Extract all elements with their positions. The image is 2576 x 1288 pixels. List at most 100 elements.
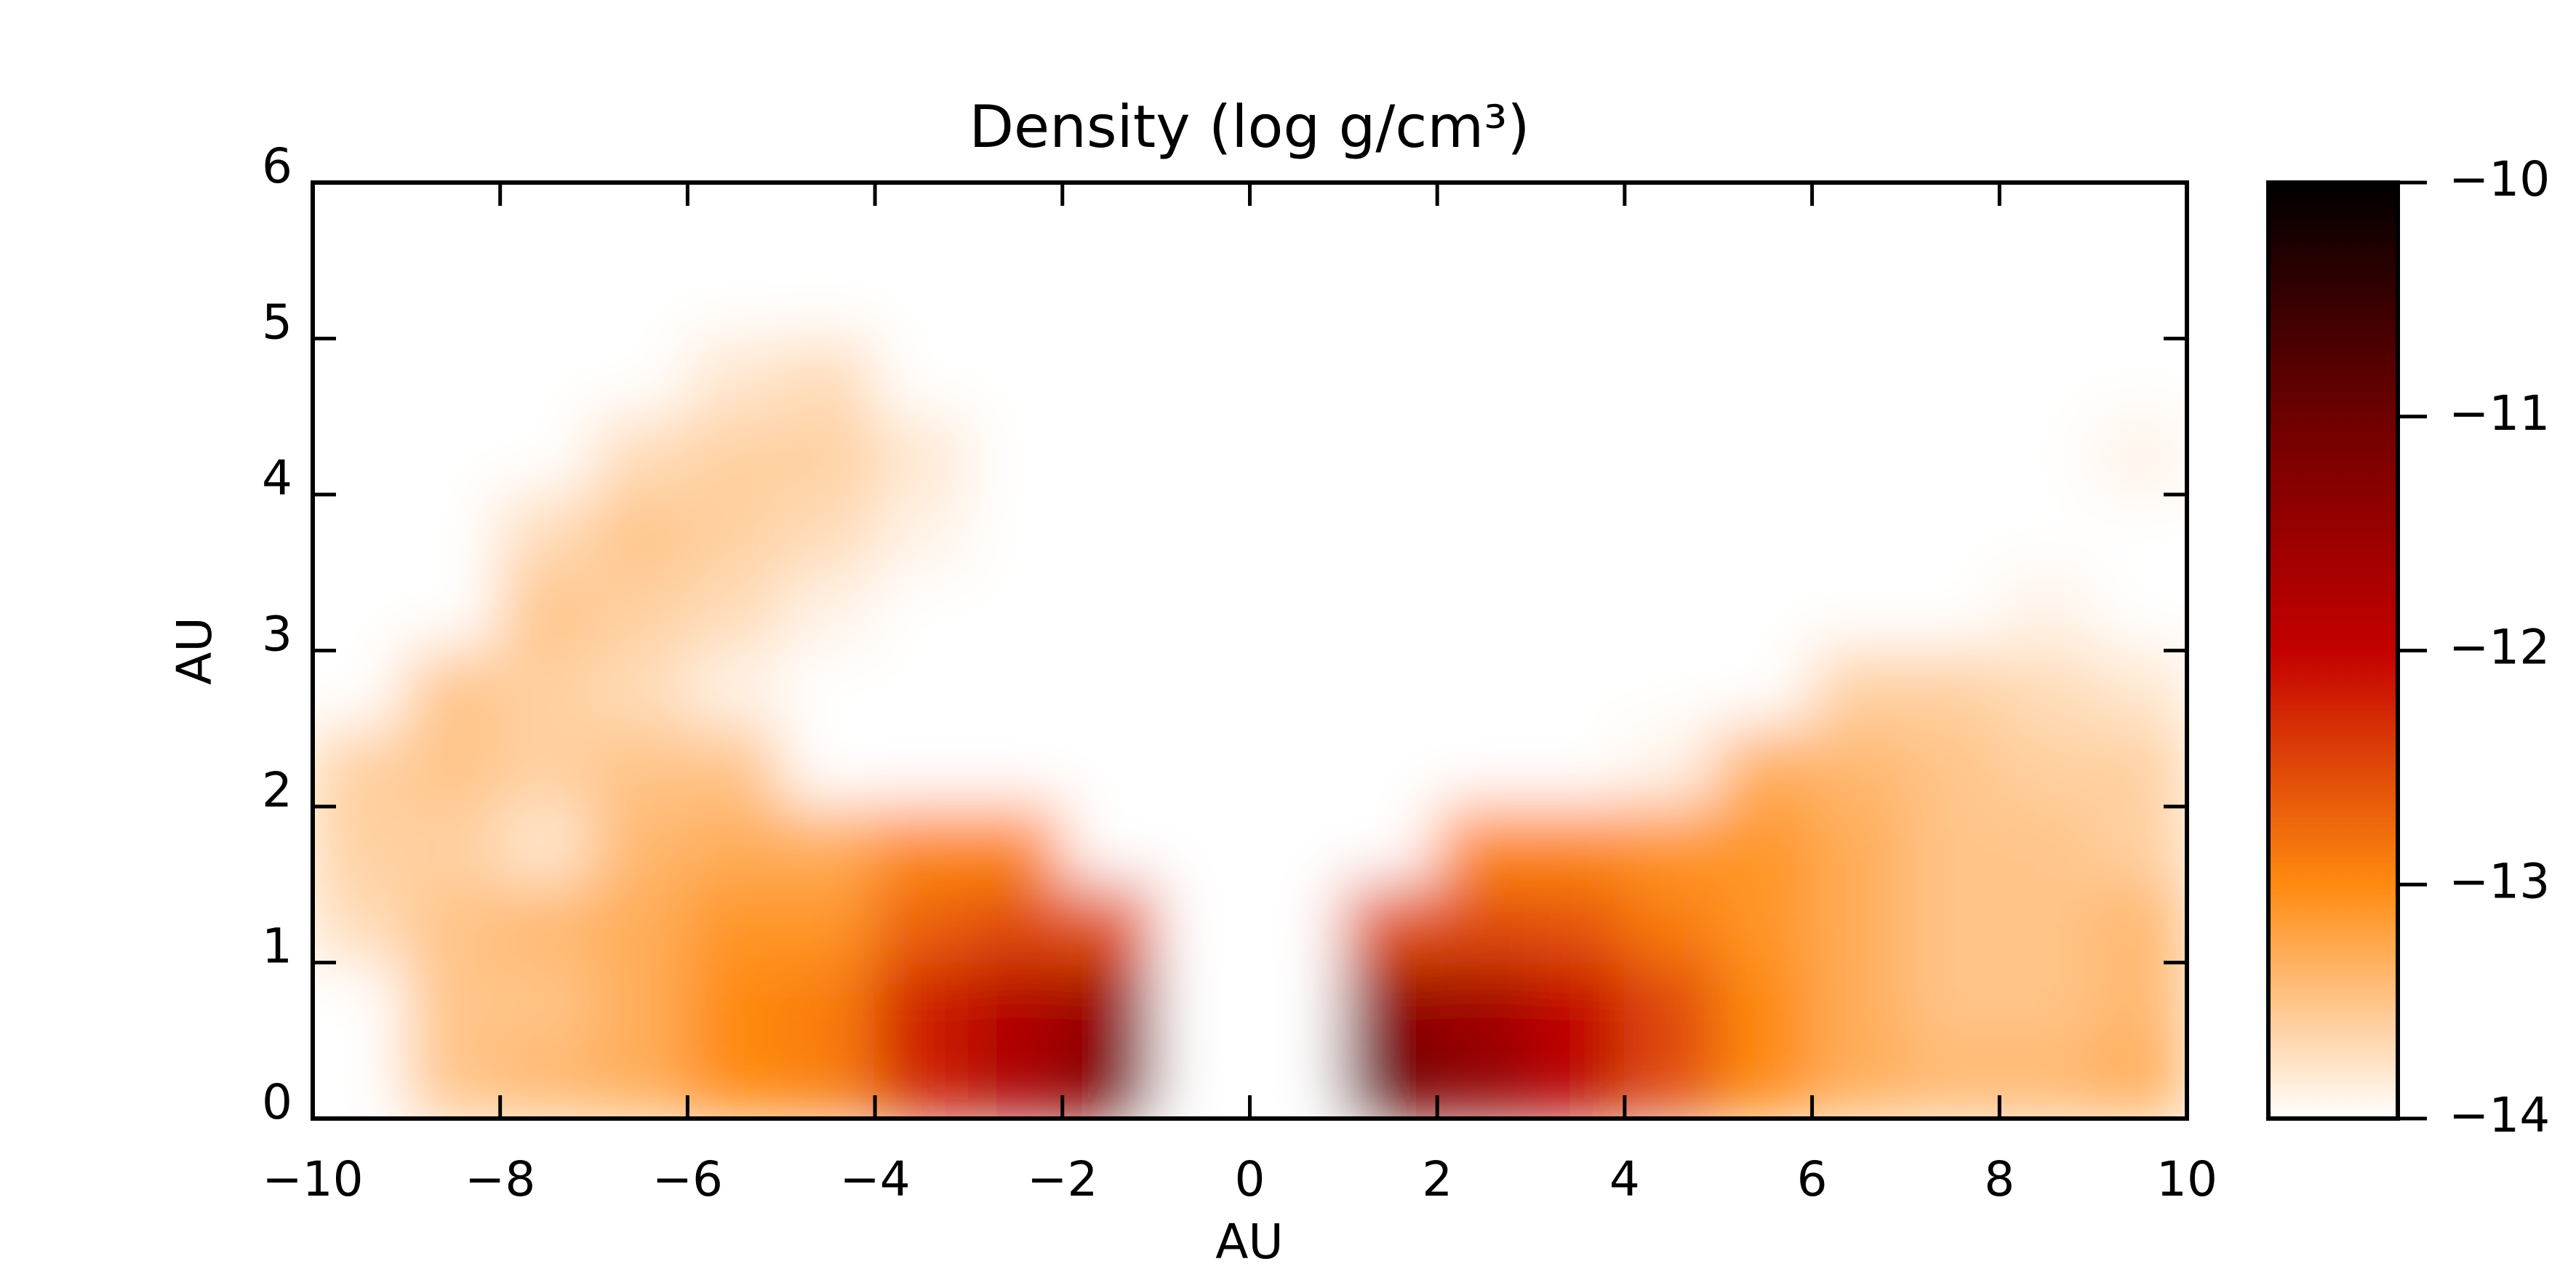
density-cell xyxy=(1905,884,2001,964)
density-cell xyxy=(1249,572,1345,652)
density-cell xyxy=(1623,1039,1719,1119)
y-tick-label: 2 xyxy=(262,762,292,818)
density-cell xyxy=(1155,1039,1251,1119)
density-cell xyxy=(1623,961,1719,1041)
density-cell xyxy=(780,260,876,340)
x-tick-label: 4 xyxy=(1609,1151,1640,1207)
density-cell xyxy=(1717,337,1813,417)
density-cell xyxy=(405,260,501,340)
density-cell xyxy=(593,884,689,964)
density-cell xyxy=(2092,961,2187,1041)
density-cell xyxy=(1999,260,2095,340)
density-cell xyxy=(593,572,689,652)
density-cell xyxy=(1436,572,1532,652)
density-cell xyxy=(1436,961,1532,1041)
density-cell xyxy=(499,649,595,729)
density-cell xyxy=(1811,260,1907,340)
density-cell xyxy=(1905,337,2001,417)
density-cell xyxy=(1343,337,1439,417)
colorbar xyxy=(2266,180,2400,1121)
density-cell xyxy=(2092,649,2187,729)
density-cell xyxy=(687,337,783,417)
density-cell xyxy=(1061,806,1157,886)
density-cell xyxy=(1155,884,1251,964)
density-cell xyxy=(1343,727,1439,807)
density-cell xyxy=(405,806,501,886)
density-cell xyxy=(1623,649,1719,729)
density-cell xyxy=(1061,961,1157,1041)
density-cell xyxy=(1343,494,1439,574)
density-cell xyxy=(1436,1039,1532,1119)
density-cell xyxy=(1061,649,1157,729)
density-cell xyxy=(687,649,783,729)
density-cell xyxy=(1343,961,1439,1041)
density-cell xyxy=(1905,494,2001,574)
density-cell xyxy=(1623,727,1719,807)
density-cell xyxy=(1717,183,1813,262)
density-cell xyxy=(1249,1039,1345,1119)
density-cell xyxy=(499,1039,595,1119)
density-cell xyxy=(967,572,1063,652)
density-cell xyxy=(1811,183,1907,262)
density-cell xyxy=(1155,572,1251,652)
density-cell xyxy=(1811,1039,1907,1119)
density-cell xyxy=(2092,260,2187,340)
density-cell xyxy=(1999,727,2095,807)
density-cell xyxy=(1343,884,1439,964)
density-cell xyxy=(313,806,407,886)
density-cell xyxy=(780,415,876,495)
density-cell xyxy=(967,727,1063,807)
density-cell xyxy=(405,337,501,417)
x-tick-label: 6 xyxy=(1797,1151,1828,1207)
density-cell xyxy=(1999,884,2095,964)
density-cell xyxy=(313,649,407,729)
y-axis-label: AU xyxy=(167,617,223,684)
density-cell xyxy=(1061,884,1157,964)
density-cell xyxy=(1155,806,1251,886)
density-cell xyxy=(687,572,783,652)
density-cell xyxy=(874,884,969,964)
density-cell xyxy=(593,1039,689,1119)
density-cell xyxy=(313,337,407,417)
density-cell xyxy=(1061,183,1157,262)
density-cell xyxy=(405,572,501,652)
density-cell xyxy=(780,337,876,417)
x-tick-label: −4 xyxy=(839,1151,910,1207)
density-cell xyxy=(313,415,407,495)
density-cell xyxy=(1155,415,1251,495)
density-cell xyxy=(593,961,689,1041)
density-cell xyxy=(313,884,407,964)
density-cell xyxy=(1623,260,1719,340)
density-cell xyxy=(967,415,1063,495)
density-cell xyxy=(1717,961,1813,1041)
density-cell xyxy=(593,806,689,886)
density-cell xyxy=(967,494,1063,574)
density-cell xyxy=(405,727,501,807)
density-cell xyxy=(1811,727,1907,807)
density-cell xyxy=(1811,337,1907,417)
density-cell xyxy=(1717,260,1813,340)
density-cell xyxy=(593,183,689,262)
density-cell xyxy=(1999,337,2095,417)
density-cell xyxy=(1343,183,1439,262)
density-cell xyxy=(1717,649,1813,729)
density-cell xyxy=(687,806,783,886)
density-cell xyxy=(1061,415,1157,495)
density-cell xyxy=(1343,1039,1439,1119)
density-cell xyxy=(874,415,969,495)
density-cell xyxy=(1530,572,1625,652)
density-cell xyxy=(1343,415,1439,495)
density-cell xyxy=(499,884,595,964)
density-cell xyxy=(1343,649,1439,729)
density-cell xyxy=(1623,806,1719,886)
density-cell xyxy=(967,884,1063,964)
density-cell xyxy=(874,1039,969,1119)
density-cell xyxy=(967,961,1063,1041)
density-cell xyxy=(1530,260,1625,340)
density-cell xyxy=(967,806,1063,886)
density-cell xyxy=(967,337,1063,417)
x-tick-label: 0 xyxy=(1235,1151,1265,1207)
density-cell xyxy=(499,727,595,807)
colorbar-tick-label: −14 xyxy=(2449,1087,2550,1143)
